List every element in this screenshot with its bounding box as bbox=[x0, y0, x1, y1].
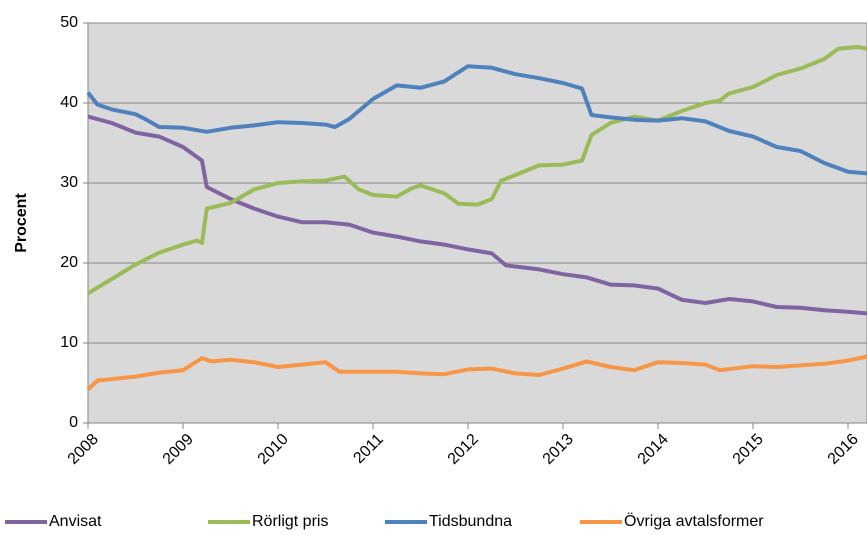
legend-label: Rörligt pris bbox=[252, 513, 328, 530]
x-tick-label: 2013 bbox=[540, 431, 577, 468]
series-line bbox=[86, 64, 867, 176]
legend-label: Övriga avtalsformer bbox=[624, 512, 764, 530]
series-line bbox=[87, 114, 867, 316]
x-tick-label: 2015 bbox=[730, 431, 767, 468]
legend-label: Anvisat bbox=[49, 513, 102, 530]
x-tick-label: 2011 bbox=[350, 431, 386, 467]
y-tick-label: 50 bbox=[60, 14, 78, 31]
x-tick-label: 2016 bbox=[825, 431, 862, 468]
series-line bbox=[86, 45, 867, 296]
series-line bbox=[86, 354, 867, 391]
x-tick-label: 2014 bbox=[635, 431, 672, 468]
y-tick-label: 0 bbox=[69, 414, 78, 431]
x-tick-label: 2008 bbox=[65, 431, 102, 468]
legend-label: Tidsbundna bbox=[429, 513, 512, 530]
y-tick-label: 30 bbox=[60, 174, 78, 191]
y-axis-label: Procent bbox=[13, 193, 30, 253]
y-tick-label: 20 bbox=[60, 254, 78, 271]
x-tick-label: 2012 bbox=[445, 431, 482, 468]
x-tick-label: 2009 bbox=[160, 431, 197, 468]
x-tick-label: 2010 bbox=[255, 431, 292, 468]
y-tick-label: 10 bbox=[60, 334, 78, 351]
y-tick-label: 40 bbox=[60, 94, 78, 111]
